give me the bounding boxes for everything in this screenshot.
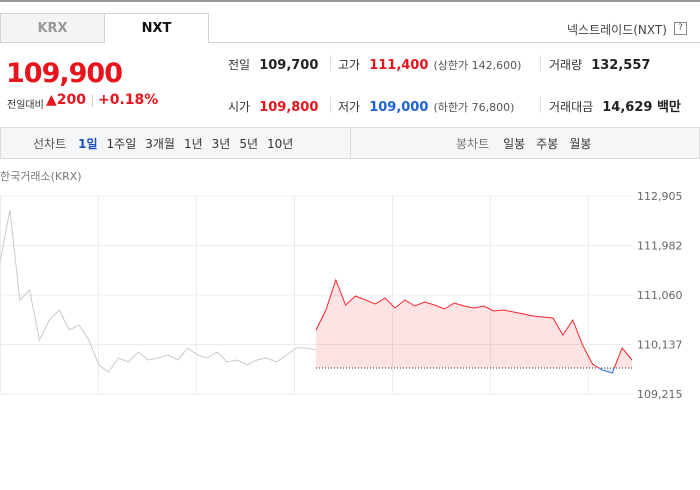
separator [92, 95, 93, 107]
info-value: 132,557 [591, 58, 651, 73]
plot [0, 209, 633, 374]
candle-button[interactable]: 월봉 [569, 137, 592, 151]
period-button[interactable]: 3년 [211, 137, 231, 151]
separator [540, 55, 541, 71]
price-line-up [315, 278, 633, 368]
area-up [316, 280, 632, 368]
info-note: (하한가 76,800) [433, 101, 515, 114]
info-label: 전일 [228, 58, 251, 72]
info-value: 14,629 백만 [602, 100, 681, 115]
candle-button[interactable]: 일봉 [503, 137, 526, 151]
candle-button[interactable]: 주봉 [536, 137, 559, 151]
period-button[interactable]: 1년 [183, 137, 203, 151]
y-tick-label: 110,137 [637, 339, 683, 352]
candle-chart-menu: 봉차트 일봉 주봉 월봉 [456, 135, 591, 152]
change-pct: +0.18% [98, 92, 159, 108]
separator [330, 55, 331, 71]
period-button[interactable]: 5년 [239, 137, 259, 151]
info-label: 고가 [338, 58, 361, 72]
y-tick-label: 109,215 [637, 388, 683, 401]
top-border [0, 0, 700, 2]
info-label: 거래대금 [549, 100, 594, 114]
market-name: 넥스트레이드(NXT) [567, 23, 667, 37]
line-chart-menu: 선차트 1일 1주일 3개월 1년 3년 5년 10년 [33, 135, 293, 152]
toolbar-divider [350, 128, 351, 158]
tab-nxt[interactable]: NXT [104, 13, 209, 43]
info-value: 109,800 [259, 100, 319, 115]
change-label: 전일대비 [7, 100, 44, 111]
period-button[interactable]: 10년 [267, 137, 294, 151]
info-value: 111,400 [369, 58, 429, 73]
separator [330, 97, 331, 113]
info-label: 저가 [338, 100, 361, 114]
period-button[interactable]: 1일 [78, 137, 98, 151]
menu-label: 선차트 [33, 137, 67, 151]
y-tick-label: 111,982 [637, 240, 683, 253]
price-line [0, 209, 317, 373]
tab-krx[interactable]: KRX [0, 13, 105, 43]
period-button[interactable]: 1주일 [106, 137, 137, 151]
current-price: 109,900 [6, 58, 123, 89]
help-icon[interactable]: ? [674, 22, 687, 35]
tab-line [208, 42, 700, 43]
period-button[interactable]: 3개월 [145, 137, 175, 151]
info-value: 109,000 [369, 100, 429, 115]
tab-line [0, 42, 104, 43]
info-label: 거래량 [549, 58, 583, 72]
chart-source: 한국거래소(KRX) [0, 170, 82, 183]
y-tick-label: 112,905 [637, 190, 683, 203]
change: ▲200 [46, 92, 86, 108]
info-label: 시가 [228, 100, 251, 114]
menu-label: 봉차트 [456, 137, 490, 151]
info-note: (상한가 142,600) [433, 59, 522, 72]
info-value: 109,700 [259, 58, 319, 73]
y-tick-label: 111,060 [637, 289, 683, 302]
separator [540, 97, 541, 113]
